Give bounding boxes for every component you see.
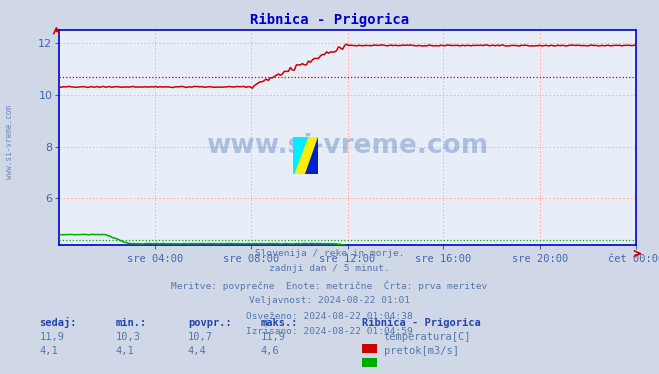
Text: 11,9: 11,9	[260, 332, 285, 342]
Text: 4,1: 4,1	[115, 346, 134, 356]
Text: maks.:: maks.:	[260, 318, 298, 328]
Polygon shape	[304, 137, 318, 174]
Text: Meritve: povprečne  Enote: metrične  Črta: prva meritev: Meritve: povprečne Enote: metrične Črta:…	[171, 280, 488, 291]
Text: min.:: min.:	[115, 318, 146, 328]
Text: 4,4: 4,4	[188, 346, 206, 356]
Text: sedaj:: sedaj:	[40, 317, 77, 328]
Polygon shape	[293, 137, 307, 174]
Text: temperatura[C]: temperatura[C]	[384, 332, 471, 342]
Text: 11,9: 11,9	[40, 332, 65, 342]
Text: www.si-vreme.com: www.si-vreme.com	[206, 133, 489, 159]
Text: Veljavnost: 2024-08-22 01:01: Veljavnost: 2024-08-22 01:01	[249, 296, 410, 305]
Text: Slovenija / reke in morje.: Slovenija / reke in morje.	[255, 249, 404, 258]
Text: Osveženo: 2024-08-22 01:04:38: Osveženo: 2024-08-22 01:04:38	[246, 312, 413, 321]
Text: 4,6: 4,6	[260, 346, 279, 356]
Text: 10,3: 10,3	[115, 332, 140, 342]
Text: www.si-vreme.com: www.si-vreme.com	[5, 105, 14, 179]
Text: 4,1: 4,1	[40, 346, 58, 356]
Text: zadnji dan / 5 minut.: zadnji dan / 5 minut.	[269, 264, 390, 273]
Text: pretok[m3/s]: pretok[m3/s]	[384, 346, 459, 356]
Text: Izrisano: 2024-08-22 01:04:59: Izrisano: 2024-08-22 01:04:59	[246, 327, 413, 336]
Text: povpr.:: povpr.:	[188, 318, 231, 328]
Text: Ribnica - Prigorica: Ribnica - Prigorica	[362, 318, 481, 328]
Text: Ribnica - Prigorica: Ribnica - Prigorica	[250, 13, 409, 27]
Text: 10,7: 10,7	[188, 332, 213, 342]
